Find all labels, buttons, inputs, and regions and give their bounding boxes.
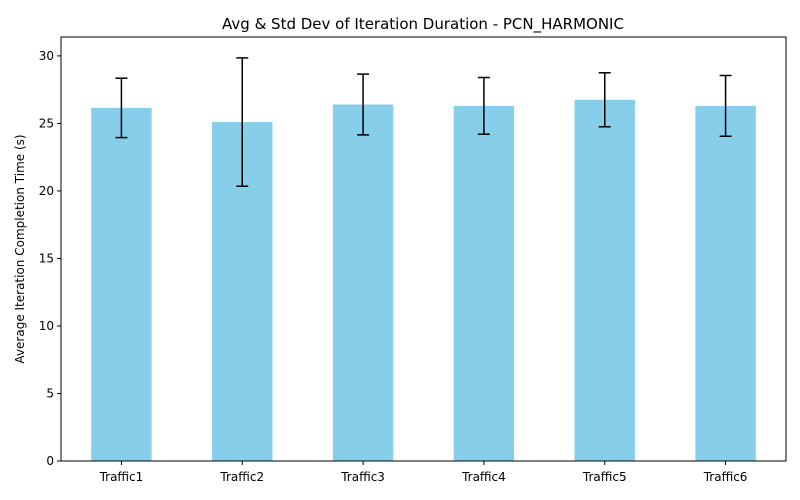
y-axis-label: Average Iteration Completion Time (s) <box>13 134 27 363</box>
y-axis: 0 5 10 15 20 25 30 <box>39 49 61 468</box>
bar-traffic4 <box>453 105 515 461</box>
chart-title: Avg & Std Dev of Iteration Duration - PC… <box>222 15 624 34</box>
x-tick-label: Traffic2 <box>219 470 264 484</box>
x-tick-label: Traffic4 <box>461 470 506 484</box>
error-bar-traffic3 <box>357 73 370 136</box>
plot-frame <box>60 36 787 462</box>
error-bar-traffic6 <box>719 74 732 137</box>
y-tick-label: 20 <box>39 184 54 198</box>
y-tick-label: 10 <box>39 319 54 333</box>
x-tick-label: Traffic5 <box>582 470 627 484</box>
error-bar-traffic4 <box>477 76 490 135</box>
y-tick-label: 25 <box>39 116 54 130</box>
y-tick-label: 5 <box>46 386 54 400</box>
bar-traffic1 <box>91 107 152 461</box>
x-tick-label: Traffic3 <box>340 470 385 484</box>
y-tick-label: 15 <box>39 251 54 265</box>
error-bar-traffic2 <box>236 57 249 187</box>
y-tick-label: 0 <box>46 454 54 468</box>
bars-group <box>91 99 756 462</box>
error-bar-traffic1 <box>115 77 128 139</box>
bar-traffic6 <box>695 105 756 461</box>
bar-traffic3 <box>332 104 394 461</box>
error-bar-traffic5 <box>598 72 611 128</box>
bar-traffic5 <box>574 99 635 462</box>
x-axis: Traffic1 Traffic2 Traffic3 Traffic4 Traffic5… <box>99 461 748 484</box>
error-bars-group <box>115 57 732 187</box>
x-tick-label: Traffic6 <box>703 470 748 484</box>
y-tick-label: 30 <box>39 49 54 63</box>
x-tick-label: Traffic1 <box>99 470 144 484</box>
